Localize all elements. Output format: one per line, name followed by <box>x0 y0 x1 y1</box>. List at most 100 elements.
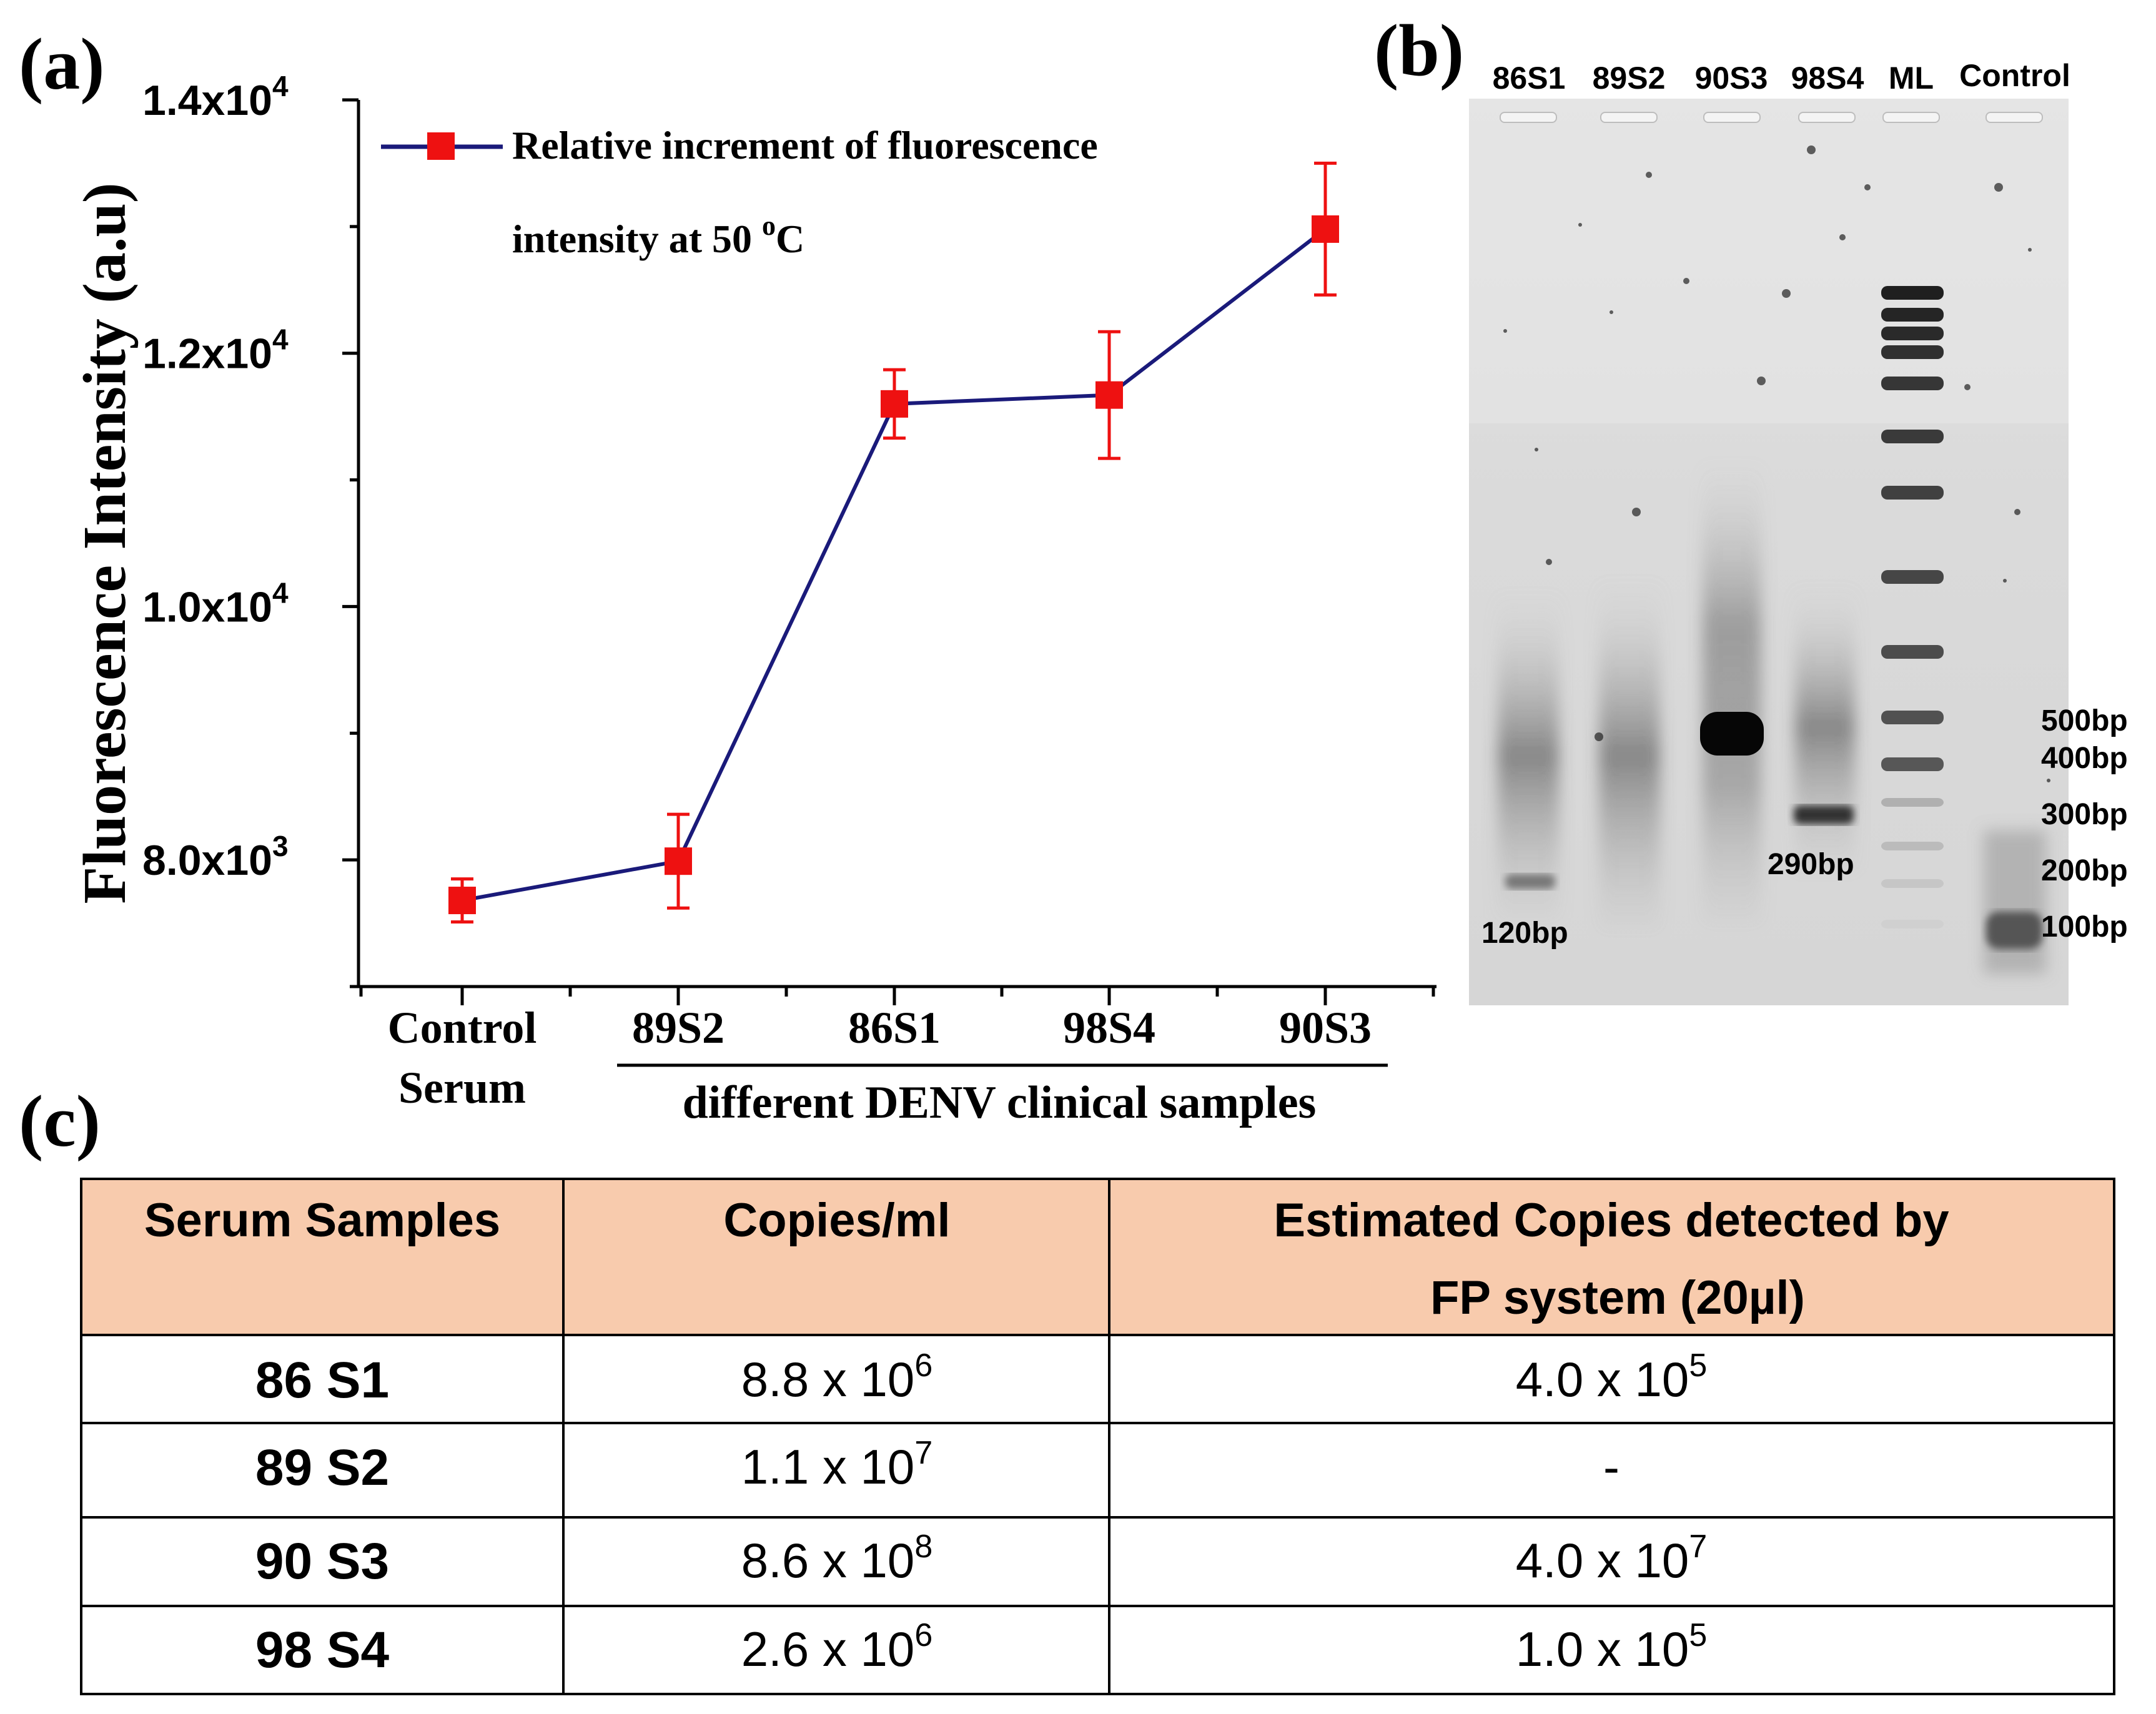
gel-band-control <box>1986 912 2042 949</box>
table-cell-estimated-base: 1.0 x 10 <box>1516 1622 1689 1677</box>
gel-smear <box>1599 581 1660 930</box>
table-cell-copies: 1.1 x 107 <box>741 1435 932 1494</box>
legend-text-unit: C <box>776 217 804 261</box>
gel-speckle <box>1632 508 1641 516</box>
gel-band-98s4 <box>1794 805 1854 824</box>
table-cell-estimated-exp: 7 <box>1689 1529 1707 1565</box>
table-cell-copies: 2.6 x 106 <box>741 1617 932 1677</box>
gel-band-90s3 <box>1700 712 1764 756</box>
gel-smear <box>1795 587 1855 868</box>
x-tick-label: 89S2 <box>632 1003 724 1053</box>
ladder-label: 200bp <box>2041 854 2128 887</box>
gel-smear <box>1984 830 2046 974</box>
x-tick-labels: Control Serum 89S2 86S1 98S4 90S3 <box>388 1003 1372 1113</box>
gel-well <box>1798 112 1856 123</box>
y-tick-label: 8.0x103 <box>142 830 289 884</box>
series-error-bars <box>451 161 1337 924</box>
gel-speckle <box>2014 509 2020 515</box>
legend-marker <box>427 132 455 160</box>
data-point-marker <box>448 887 476 915</box>
y-tick-mantissa: 1.2x10 <box>142 330 272 378</box>
gel-speckle <box>1646 172 1652 178</box>
x-tick-label: 86S1 <box>848 1003 941 1053</box>
y-tick-mantissa: 8.0x10 <box>142 837 272 884</box>
table-cell-copies-base: 8.8 x 10 <box>741 1352 915 1407</box>
ladder-label: 100bp <box>2041 910 2128 943</box>
gel-speckles <box>1503 145 2050 782</box>
y-tick-exponent: 4 <box>272 576 289 609</box>
ladder-band <box>1881 486 1944 500</box>
gel-lane-label: ML <box>1889 61 1934 96</box>
gel-ladder <box>1881 286 1944 928</box>
gel-lane-label: 98S4 <box>1791 61 1864 96</box>
y-tick-mantissa: 1.4x10 <box>142 77 272 124</box>
y-tick-label: 1.0x104 <box>142 576 289 631</box>
table-cell-sample: 89 S2 <box>255 1439 389 1496</box>
panel-b-label: (b) <box>1374 9 1464 91</box>
table-row: 86 S1 8.8 x 106 4.0 x 105 <box>255 1347 1707 1409</box>
table-header-serum-samples: Serum Samples <box>144 1194 500 1247</box>
gel-speckle <box>1864 184 1871 190</box>
gel-speckle <box>2003 579 2007 583</box>
ladder-band <box>1881 430 1944 443</box>
table-cell-copies-exp: 6 <box>914 1347 932 1384</box>
series-markers <box>448 215 1339 915</box>
ladder-band <box>1881 757 1944 771</box>
table-row: 90 S3 8.6 x 108 4.0 x 107 <box>255 1529 1707 1590</box>
table-row: 98 S4 2.6 x 106 1.0 x 105 <box>255 1617 1707 1678</box>
gel-speckle <box>1546 559 1552 565</box>
y-tick-exponent: 3 <box>272 830 289 862</box>
table-cell-estimated: 4.0 x 105 <box>1516 1347 1707 1407</box>
table-cell-copies-base: 2.6 x 10 <box>741 1622 915 1677</box>
table-cell-copies-exp: 6 <box>914 1617 932 1653</box>
table-cell-copies: 8.8 x 106 <box>741 1347 932 1407</box>
table-body-bg <box>81 1335 2114 1694</box>
ladder-band <box>1881 879 1944 888</box>
legend-text-line2-main: intensity at 50 <box>512 217 762 261</box>
x-ticks <box>359 987 1435 1005</box>
table-cell-sample: 98 S4 <box>255 1622 390 1678</box>
table-header-bg <box>81 1179 2114 1335</box>
y-tick-label: 1.4x104 <box>142 70 289 124</box>
panel-c-label: (c) <box>19 1080 101 1162</box>
gel-speckle <box>1503 329 1507 333</box>
legend-text-degree: o <box>762 210 776 241</box>
gel-well <box>1600 112 1658 123</box>
gel-speckle <box>1994 183 2003 192</box>
ladder-band <box>1881 645 1944 659</box>
gel-lane-label: 90S3 <box>1695 61 1768 96</box>
gel-speckle <box>1578 223 1582 227</box>
x-tick-label: 90S3 <box>1279 1003 1372 1053</box>
gel-well <box>1703 112 1761 123</box>
ladder-label: 500bp <box>2041 704 2128 737</box>
gel-speckle <box>1839 234 1846 240</box>
y-tick-exponent: 4 <box>272 70 289 102</box>
data-point-marker <box>1095 381 1123 409</box>
table-cell-copies-exp: 7 <box>914 1435 932 1471</box>
gel-upper-region <box>1469 99 2069 423</box>
ladder-band <box>1881 286 1944 300</box>
ladder-band <box>1881 570 1944 584</box>
gel-speckle <box>1807 145 1816 154</box>
table-cell-copies-base: 8.6 x 10 <box>741 1533 915 1588</box>
panel-b-gel: (b) 86S1 89S2 90S3 98S4 ML Control <box>1374 9 2128 1005</box>
table-cell-estimated: 4.0 x 107 <box>1516 1529 1707 1588</box>
y-tick-mantissa: 1.0x10 <box>142 583 272 631</box>
x-tick-label: Control <box>388 1003 537 1053</box>
series-line <box>462 227 1327 903</box>
y-tick-label: 1.2x104 <box>142 323 289 378</box>
gel-well <box>1882 112 1940 123</box>
gel-lane-label: 89S2 <box>1593 61 1666 96</box>
ladder-band <box>1881 711 1944 724</box>
gel-speckle <box>1535 448 1538 451</box>
y-tick-exponent: 4 <box>272 323 289 356</box>
gel-smear <box>1498 593 1559 918</box>
gel-speckle <box>1595 732 1603 741</box>
ladder-band <box>1881 377 1944 390</box>
gel-speckle <box>2047 779 2050 782</box>
ladder-band <box>1881 920 1944 928</box>
ladder-band <box>1881 327 1944 340</box>
